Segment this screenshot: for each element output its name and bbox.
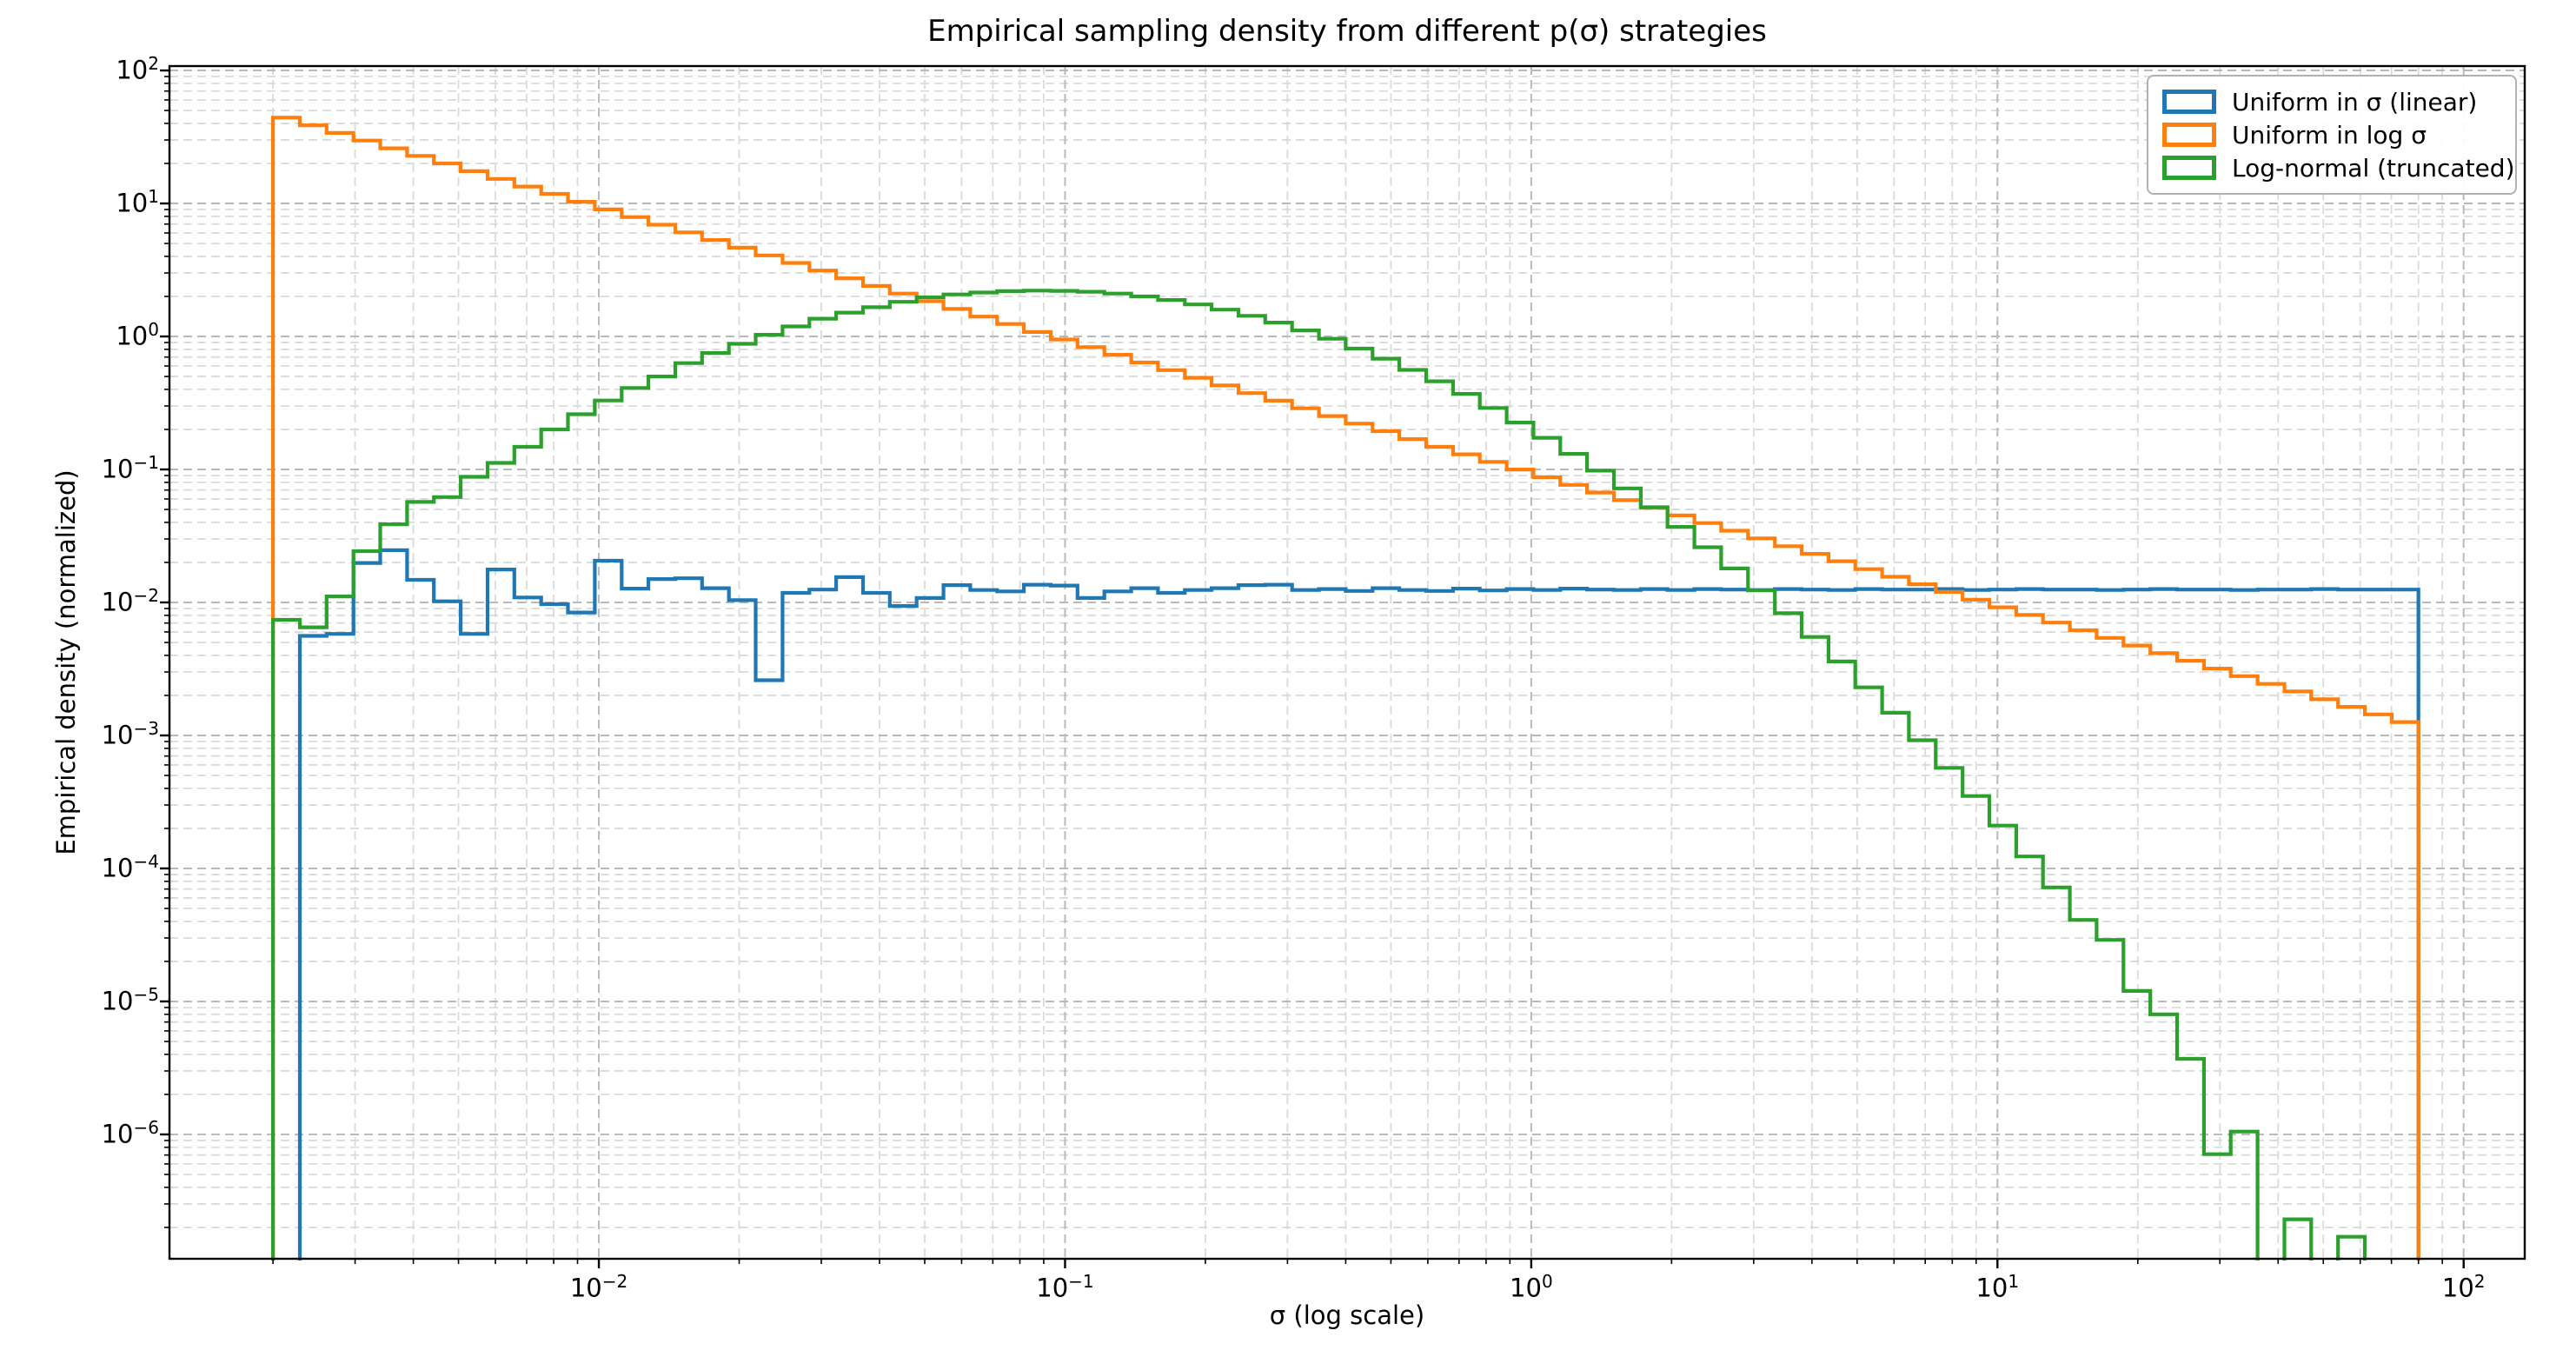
axis-ticks	[160, 69, 2465, 1268]
grid-major	[169, 66, 2525, 1259]
legend-label: Uniform in σ (linear)	[2232, 87, 2478, 116]
y-tick-label: 102	[116, 53, 159, 85]
chart-title: Empirical sampling density from differen…	[927, 14, 1767, 49]
y-tick-label: 10−5	[101, 983, 159, 1016]
series-path-uniform-linear	[297, 548, 2420, 1261]
y-tick-label: 101	[116, 186, 159, 218]
series-path-uniform-log	[271, 116, 2420, 1261]
legend-item: Log-normal (truncated)	[2162, 152, 2515, 183]
plot-border	[168, 64, 2526, 1261]
y-tick-label: 10−3	[101, 717, 159, 750]
legend-swatch-orange	[2162, 123, 2216, 147]
legend-label: Uniform in log σ	[2232, 120, 2427, 150]
x-tick-label: 10−1	[1036, 1271, 1094, 1303]
legend: Uniform in σ (linear) Uniform in log σ L…	[2147, 75, 2517, 195]
y-axis-label: Empirical density (normalized)	[51, 469, 81, 855]
y-tick-label: 10−2	[101, 585, 159, 617]
grid-minor	[169, 66, 2525, 1259]
y-tick-label: 100	[116, 319, 159, 351]
x-tick-label: 100	[1510, 1271, 1553, 1303]
x-axis-label: σ (log scale)	[1269, 1300, 1425, 1330]
legend-item: Uniform in log σ	[2162, 119, 2501, 150]
y-tick-label: 10−4	[101, 850, 159, 883]
x-tick-label: 10−2	[569, 1271, 628, 1303]
x-tick-label: 101	[1975, 1271, 2020, 1303]
legend-label: Log-normal (truncated)	[2232, 153, 2515, 183]
series-path-log-normal	[271, 289, 2367, 1261]
x-tick-label: 102	[2441, 1271, 2486, 1303]
y-tick-label: 10−1	[101, 452, 159, 484]
legend-swatch-blue	[2162, 90, 2216, 114]
y-tick-label: 10−6	[101, 1116, 159, 1149]
legend-swatch-green	[2162, 156, 2216, 180]
legend-item: Uniform in σ (linear)	[2162, 86, 2501, 117]
